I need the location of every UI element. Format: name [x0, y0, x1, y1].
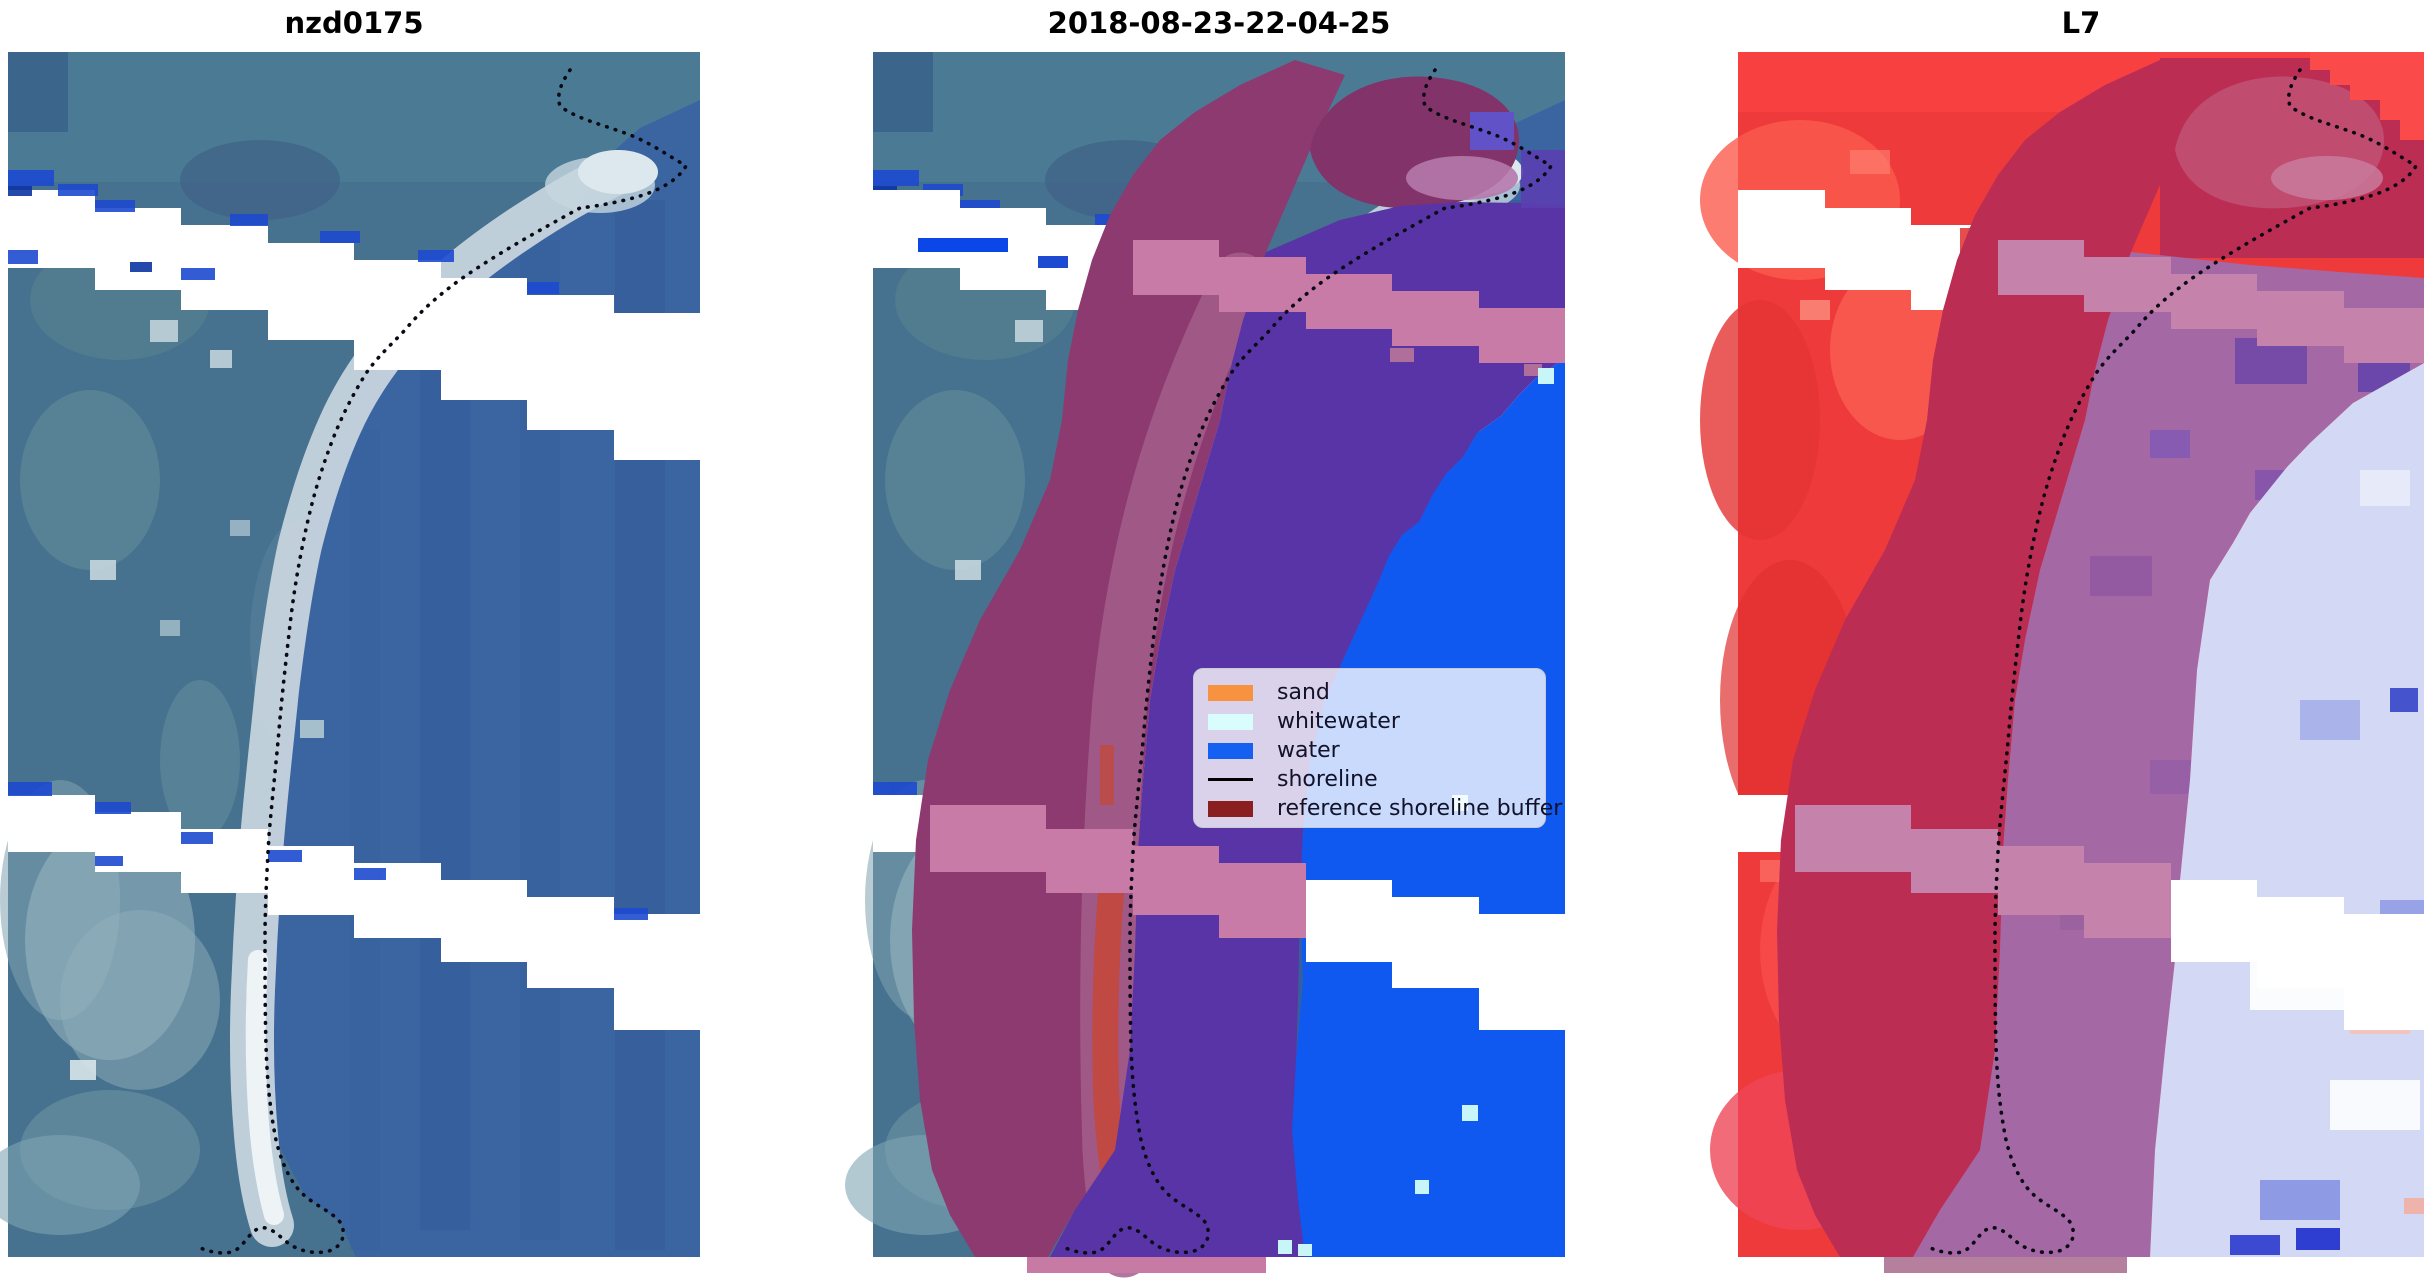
water-swatch	[1208, 742, 1253, 759]
legend-item: reference shoreline buffer	[1208, 794, 1562, 823]
whitewater-swatch	[1208, 713, 1253, 730]
legend-item: whitewater	[1208, 707, 1545, 736]
panel-title-classified: 2018-08-23-22-04-25	[1047, 6, 1391, 40]
legend-item-label: whitewater	[1277, 708, 1400, 734]
legend: sand whitewater water shoreline referenc…	[1193, 668, 1562, 828]
reference-buffer-overlay-l7	[1777, 60, 2210, 1257]
buffer-over-water-mauve	[1913, 252, 2424, 1257]
legend-item: water	[1208, 736, 1545, 765]
panel-l7-image	[1700, 52, 2424, 1273]
shoreline-line-swatch	[1208, 778, 1253, 781]
buffer-overhang-tab	[1027, 1257, 1266, 1273]
sand-swatch	[1208, 684, 1253, 701]
gap-over-buffer-pink-l7	[1795, 240, 2424, 938]
legend-item-label: sand	[1277, 679, 1330, 705]
gap-over-buffer-pink	[930, 240, 1565, 938]
buffer-overhang-tab-l7	[1884, 1257, 2127, 1273]
legend-item: sand	[1208, 678, 1545, 707]
panel-title-l7: L7	[2061, 6, 2101, 40]
water-notch-pixel	[1470, 112, 1514, 150]
reference-buffer-swatch	[1208, 800, 1253, 817]
legend-item: shoreline	[1208, 765, 1545, 794]
shoreline-dotted-line	[194, 68, 689, 1255]
legend-item-label: reference shoreline buffer	[1277, 795, 1563, 821]
slc-gap-stripes	[8, 190, 700, 1030]
panel-title-rgb: nzd0175	[284, 6, 424, 40]
panel-rgb-base-image	[0, 52, 700, 1257]
legend-item-label: water	[1277, 737, 1340, 763]
gap-edge-blue-pixels	[8, 170, 648, 920]
panel-classified-image	[845, 52, 1565, 1273]
legend-item-label: shoreline	[1277, 766, 1378, 792]
land-speckles	[70, 320, 324, 1080]
